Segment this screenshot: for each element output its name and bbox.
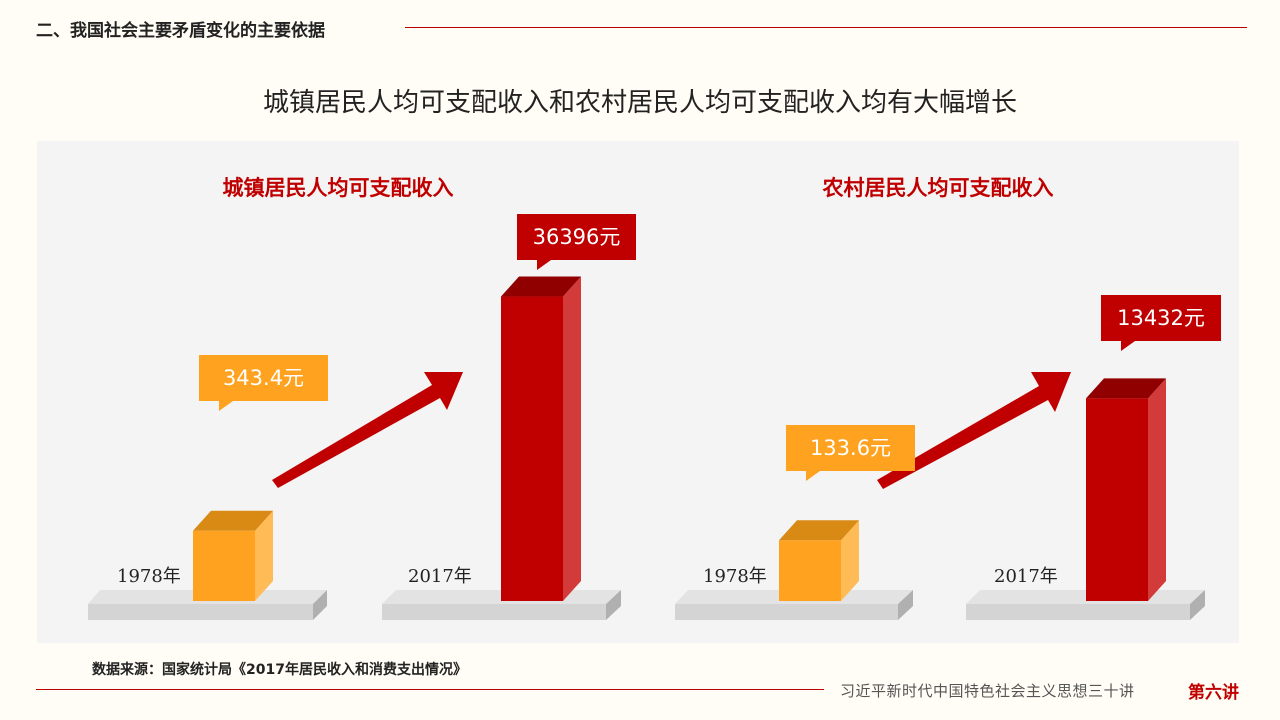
tick-label: 1978年: [703, 566, 767, 587]
chart-title-rural: 农村居民人均可支配收入: [822, 176, 1054, 200]
chart-title-urban: 城镇居民人均可支配收入: [222, 176, 454, 200]
value-label: 13432元: [1101, 295, 1221, 351]
bar: [193, 510, 273, 601]
bar: [501, 276, 581, 601]
value-label-text: 133.6元: [809, 436, 892, 460]
value-label: 36396元: [517, 214, 636, 270]
bar-base: [88, 590, 327, 620]
page-title: 城镇居民人均可支配收入和农村居民人均可支配收入均有大幅增长: [262, 88, 1017, 118]
value-label-text: 13432元: [1117, 306, 1205, 330]
section-title: 二、我国社会主要矛盾变化的主要依据: [36, 21, 325, 41]
tick-label: 2017年: [994, 566, 1058, 587]
value-label-text: 36396元: [532, 225, 621, 249]
tick-label: 2017年: [408, 566, 472, 587]
bar: [779, 520, 859, 601]
value-label-text: 343.4元: [222, 366, 305, 390]
footer-title: 习近平新时代中国特色社会主义思想三十讲: [840, 682, 1135, 700]
callout-tail: [219, 401, 233, 411]
footer-divider: [36, 689, 824, 690]
growth-arrow: [877, 372, 1071, 489]
bar-base: [966, 590, 1205, 620]
callout-tail: [1121, 341, 1135, 351]
value-label: 133.6元: [786, 425, 915, 481]
callout-tail: [537, 260, 551, 270]
growth-arrow: [272, 372, 463, 488]
bar: [1086, 378, 1166, 601]
value-label: 343.4元: [199, 355, 328, 411]
callout-tail: [806, 471, 820, 481]
data-source: 数据来源：国家统计局《2017年居民收入和消费支出情况》: [92, 662, 467, 678]
header-divider: [405, 27, 1247, 28]
tick-label: 1978年: [117, 566, 181, 587]
lecture-badge: 第六讲: [1188, 683, 1239, 703]
